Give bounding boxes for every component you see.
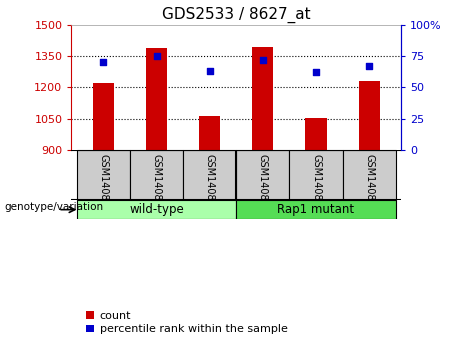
- Text: GSM140810: GSM140810: [258, 154, 268, 213]
- Bar: [236, 200, 396, 219]
- Text: GSM140811: GSM140811: [311, 154, 321, 213]
- Bar: [146, 48, 167, 150]
- Text: Rap1 mutant: Rap1 mutant: [278, 203, 355, 216]
- Bar: [130, 150, 183, 200]
- Bar: [252, 47, 273, 150]
- Point: [153, 53, 160, 59]
- Text: GSM140809: GSM140809: [205, 154, 215, 213]
- Bar: [359, 81, 380, 150]
- Text: wild-type: wild-type: [129, 203, 184, 216]
- Bar: [290, 150, 343, 200]
- Title: GDS2533 / 8627_at: GDS2533 / 8627_at: [162, 7, 311, 23]
- Point: [366, 63, 373, 69]
- Legend: count, percentile rank within the sample: count, percentile rank within the sample: [86, 311, 288, 334]
- Point: [100, 59, 107, 65]
- Text: GSM140805: GSM140805: [98, 154, 108, 213]
- Text: GSM140812: GSM140812: [364, 154, 374, 213]
- Bar: [77, 150, 130, 200]
- Text: genotype/variation: genotype/variation: [5, 202, 104, 212]
- Point: [206, 68, 213, 74]
- Text: GSM140808: GSM140808: [152, 154, 161, 213]
- Bar: [305, 118, 327, 150]
- Point: [259, 57, 266, 63]
- Bar: [199, 116, 220, 150]
- Bar: [183, 150, 236, 200]
- Bar: [77, 200, 236, 219]
- Bar: [343, 150, 396, 200]
- Bar: [236, 150, 290, 200]
- Point: [312, 69, 319, 75]
- Bar: [93, 83, 114, 150]
